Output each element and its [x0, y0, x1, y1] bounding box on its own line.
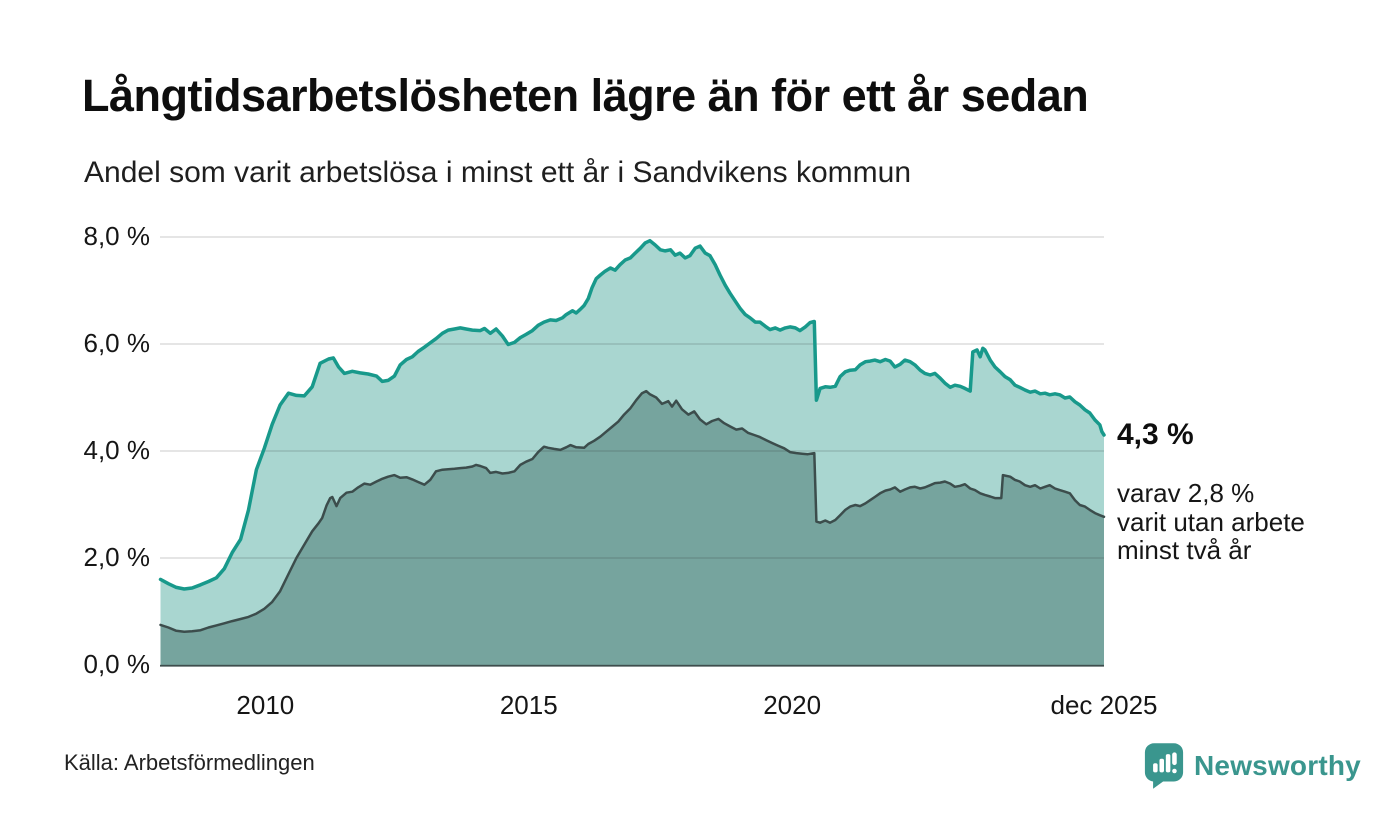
line-series-2 — [159, 389, 1106, 634]
brand-lockup: Newsworthy — [1144, 742, 1361, 790]
two-year-annotation-line2: varit utan arbete — [1117, 506, 1305, 537]
area-series-2 — [160, 391, 1104, 665]
brand-wordmark: Newsworthy — [1194, 750, 1361, 781]
two-year-annotation: varav 2,8 % varit utan arbete minst två … — [1117, 479, 1305, 565]
two-year-annotation-line3: minst två år — [1117, 535, 1252, 566]
newsworthy-logo-icon — [1144, 742, 1184, 790]
page-subtitle: Andel som varit arbetslösa i minst ett å… — [84, 156, 912, 189]
page-title: Långtidsarbetslösheten lägre än för ett … — [82, 70, 1089, 121]
two-year-annotation-line1: varav 2,8 % — [1117, 478, 1255, 508]
line-series-1 — [158, 238, 1106, 591]
source-credit: Källa: Arbetsförmedlingen — [64, 750, 315, 775]
latest-value-annotation: 4,3 % — [1117, 418, 1194, 451]
